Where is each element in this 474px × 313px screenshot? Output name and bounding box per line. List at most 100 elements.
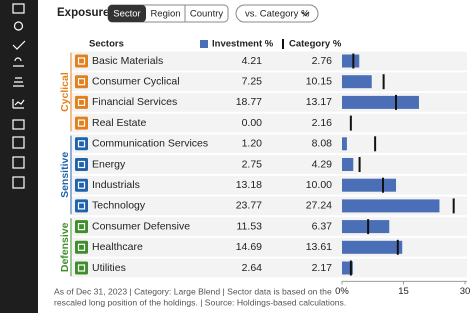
bar (342, 54, 360, 68)
investment-value: 18.77 (236, 96, 262, 108)
tab[interactable]: Country (190, 9, 224, 20)
tab[interactable]: Region (150, 9, 180, 20)
footnote: rescaled long position of the holdings. … (54, 297, 346, 307)
investment-value: 2.64 (242, 262, 263, 274)
sector-icon-glyph (77, 223, 86, 231)
sector-icon-glyph (77, 98, 86, 107)
category-value: 4.29 (312, 158, 333, 170)
category-value: 2.16 (312, 117, 333, 129)
sector-icon-glyph (77, 181, 86, 189)
sector-name: Real Estate (92, 117, 146, 129)
x-tick-label: 30 (460, 286, 471, 297)
category-marker (396, 239, 399, 255)
category-marker (349, 115, 352, 131)
sector-name: Communication Services (92, 138, 208, 150)
bar (342, 240, 403, 254)
legend-label: Investment % (212, 39, 274, 50)
sector-icon (75, 54, 88, 68)
x-tick-label: 15 (398, 286, 409, 297)
category-value: 8.08 (312, 138, 333, 150)
legend-swatch (200, 40, 208, 48)
sector-icon (75, 261, 88, 275)
tab[interactable]: Sector (113, 9, 140, 20)
group-label: Cyclical (59, 72, 71, 112)
sector-icon (75, 178, 88, 192)
bar (342, 137, 347, 151)
investment-value: 7.25 (242, 75, 263, 87)
sector-icon-glyph (77, 78, 86, 86)
row-bg (72, 51, 467, 71)
column-header: Sectors (89, 39, 124, 50)
category-value: 13.61 (306, 241, 332, 253)
dropdown-label: vs. Category % (245, 9, 310, 20)
investment-value: 23.77 (236, 200, 262, 212)
bar (342, 199, 440, 213)
investment-value: 11.53 (237, 220, 263, 232)
tab-selected-bg (108, 5, 146, 22)
investment-value: 14.69 (236, 241, 262, 253)
sector-name: Basic Materials (92, 55, 163, 67)
category-marker (374, 136, 377, 152)
investment-value: 4.21 (242, 55, 263, 67)
category-value: 10.15 (306, 75, 332, 87)
sector-name: Consumer Cyclical (92, 75, 180, 87)
category-marker (349, 260, 352, 276)
sector-icon-glyph (77, 202, 86, 210)
investment-value: 0.00 (242, 117, 263, 129)
category-marker (352, 53, 355, 69)
sector-icon-glyph (77, 140, 86, 148)
group-label: Defensive (59, 222, 71, 272)
bar (342, 261, 353, 275)
footnote: As of Dec 31, 2023 | Category: Large Ble… (54, 286, 332, 296)
page-title: Exposure (57, 7, 109, 19)
category-marker (394, 94, 397, 110)
sector-icon-glyph (77, 57, 86, 65)
legend-label: Category % (289, 39, 342, 50)
category-marker (382, 177, 384, 193)
sector-icon (75, 137, 88, 151)
x-tick-label: 0% (335, 286, 349, 297)
sector-icon (75, 75, 88, 89)
category-value: 13.17 (306, 96, 332, 108)
category-marker (358, 157, 361, 172)
category-marker (367, 219, 370, 235)
sector-name: Energy (92, 158, 126, 170)
sector-icon (75, 240, 88, 254)
bar (342, 178, 397, 192)
sidebar-icons[interactable] (12, 3, 26, 189)
sector-icon (75, 199, 88, 213)
legend-swatch (282, 39, 284, 49)
group-label: Sensitive (59, 152, 71, 198)
sector-name: Technology (92, 200, 146, 212)
sector-icon-glyph (77, 243, 86, 251)
sector-name: Healthcare (92, 241, 143, 253)
sector-icon-glyph (77, 160, 86, 169)
bar (342, 220, 390, 234)
category-marker (452, 198, 455, 214)
dropdown-chevron (301, 11, 310, 17)
row-bg (72, 134, 467, 154)
sector-name: Financial Services (92, 96, 177, 108)
category-value: 27.24 (306, 200, 332, 212)
sector-name: Consumer Defensive (92, 220, 190, 232)
category-marker (382, 74, 385, 90)
investment-value: 2.75 (242, 158, 263, 170)
investment-value: 13.18 (236, 179, 262, 191)
sector-icon (75, 158, 88, 171)
sector-icon (75, 95, 88, 109)
category-value: 10.00 (306, 179, 332, 191)
row-bg (72, 113, 467, 133)
sector-icon-glyph (77, 119, 86, 127)
sector-name: Utilities (92, 262, 126, 274)
bar (342, 158, 354, 171)
category-value: 2.76 (312, 55, 333, 67)
row-bg (72, 258, 467, 278)
sector-icon (75, 116, 88, 130)
investment-value: 1.20 (242, 138, 263, 150)
category-value: 2.17 (312, 262, 333, 274)
sector-icon-glyph (77, 264, 86, 272)
bar (342, 95, 419, 109)
dropdown[interactable] (235, 4, 319, 23)
sector-icon (75, 220, 88, 234)
